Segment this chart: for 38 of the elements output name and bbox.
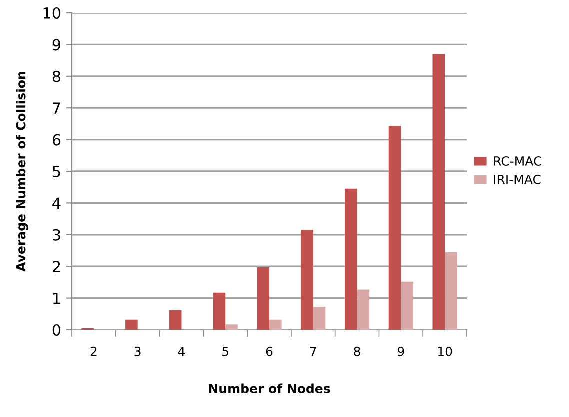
x-tick-label: 9 xyxy=(398,346,404,356)
bar xyxy=(445,252,458,330)
x-axis-title: Number of Nodes xyxy=(209,384,330,394)
y-tick-label: 10 xyxy=(44,7,61,20)
y-tick-label: 5 xyxy=(53,166,60,178)
x-tick-label: 5 xyxy=(222,347,228,356)
x-tick-label: 10 xyxy=(438,346,452,356)
y-tick-label: 7 xyxy=(53,102,60,114)
bar xyxy=(257,268,270,330)
bar xyxy=(270,320,282,330)
y-tick-label: 4 xyxy=(52,198,61,210)
legend-label: RC-MAC xyxy=(494,156,542,166)
bar xyxy=(213,292,226,330)
x-tick-label: 3 xyxy=(134,346,141,356)
y-tick-label: 9 xyxy=(52,39,61,51)
x-tick-label: 4 xyxy=(178,347,185,356)
y-tick-label: 3 xyxy=(53,229,60,241)
bar xyxy=(388,126,402,330)
legend-label: IRI-MAC xyxy=(494,174,541,184)
bar xyxy=(357,290,370,330)
y-axis-title: Average Number of Collision xyxy=(16,72,28,272)
y-tick-label: 1 xyxy=(54,292,60,304)
x-tick-label: 6 xyxy=(266,346,273,356)
x-tick-label: 7 xyxy=(310,347,316,356)
bar xyxy=(344,188,358,330)
x-tick-label: 8 xyxy=(354,346,360,356)
bar xyxy=(313,307,326,330)
bar xyxy=(301,230,314,330)
bar xyxy=(432,54,446,330)
y-tick-label: 2 xyxy=(52,261,60,272)
y-tick-label: 6 xyxy=(52,134,61,146)
y-tick-label: 0 xyxy=(52,324,61,336)
bar xyxy=(401,282,414,330)
y-tick-label: 8 xyxy=(52,70,61,82)
bar xyxy=(169,310,182,330)
x-tick-label: 2 xyxy=(90,346,97,356)
bar xyxy=(126,320,138,330)
bar xyxy=(226,324,238,330)
